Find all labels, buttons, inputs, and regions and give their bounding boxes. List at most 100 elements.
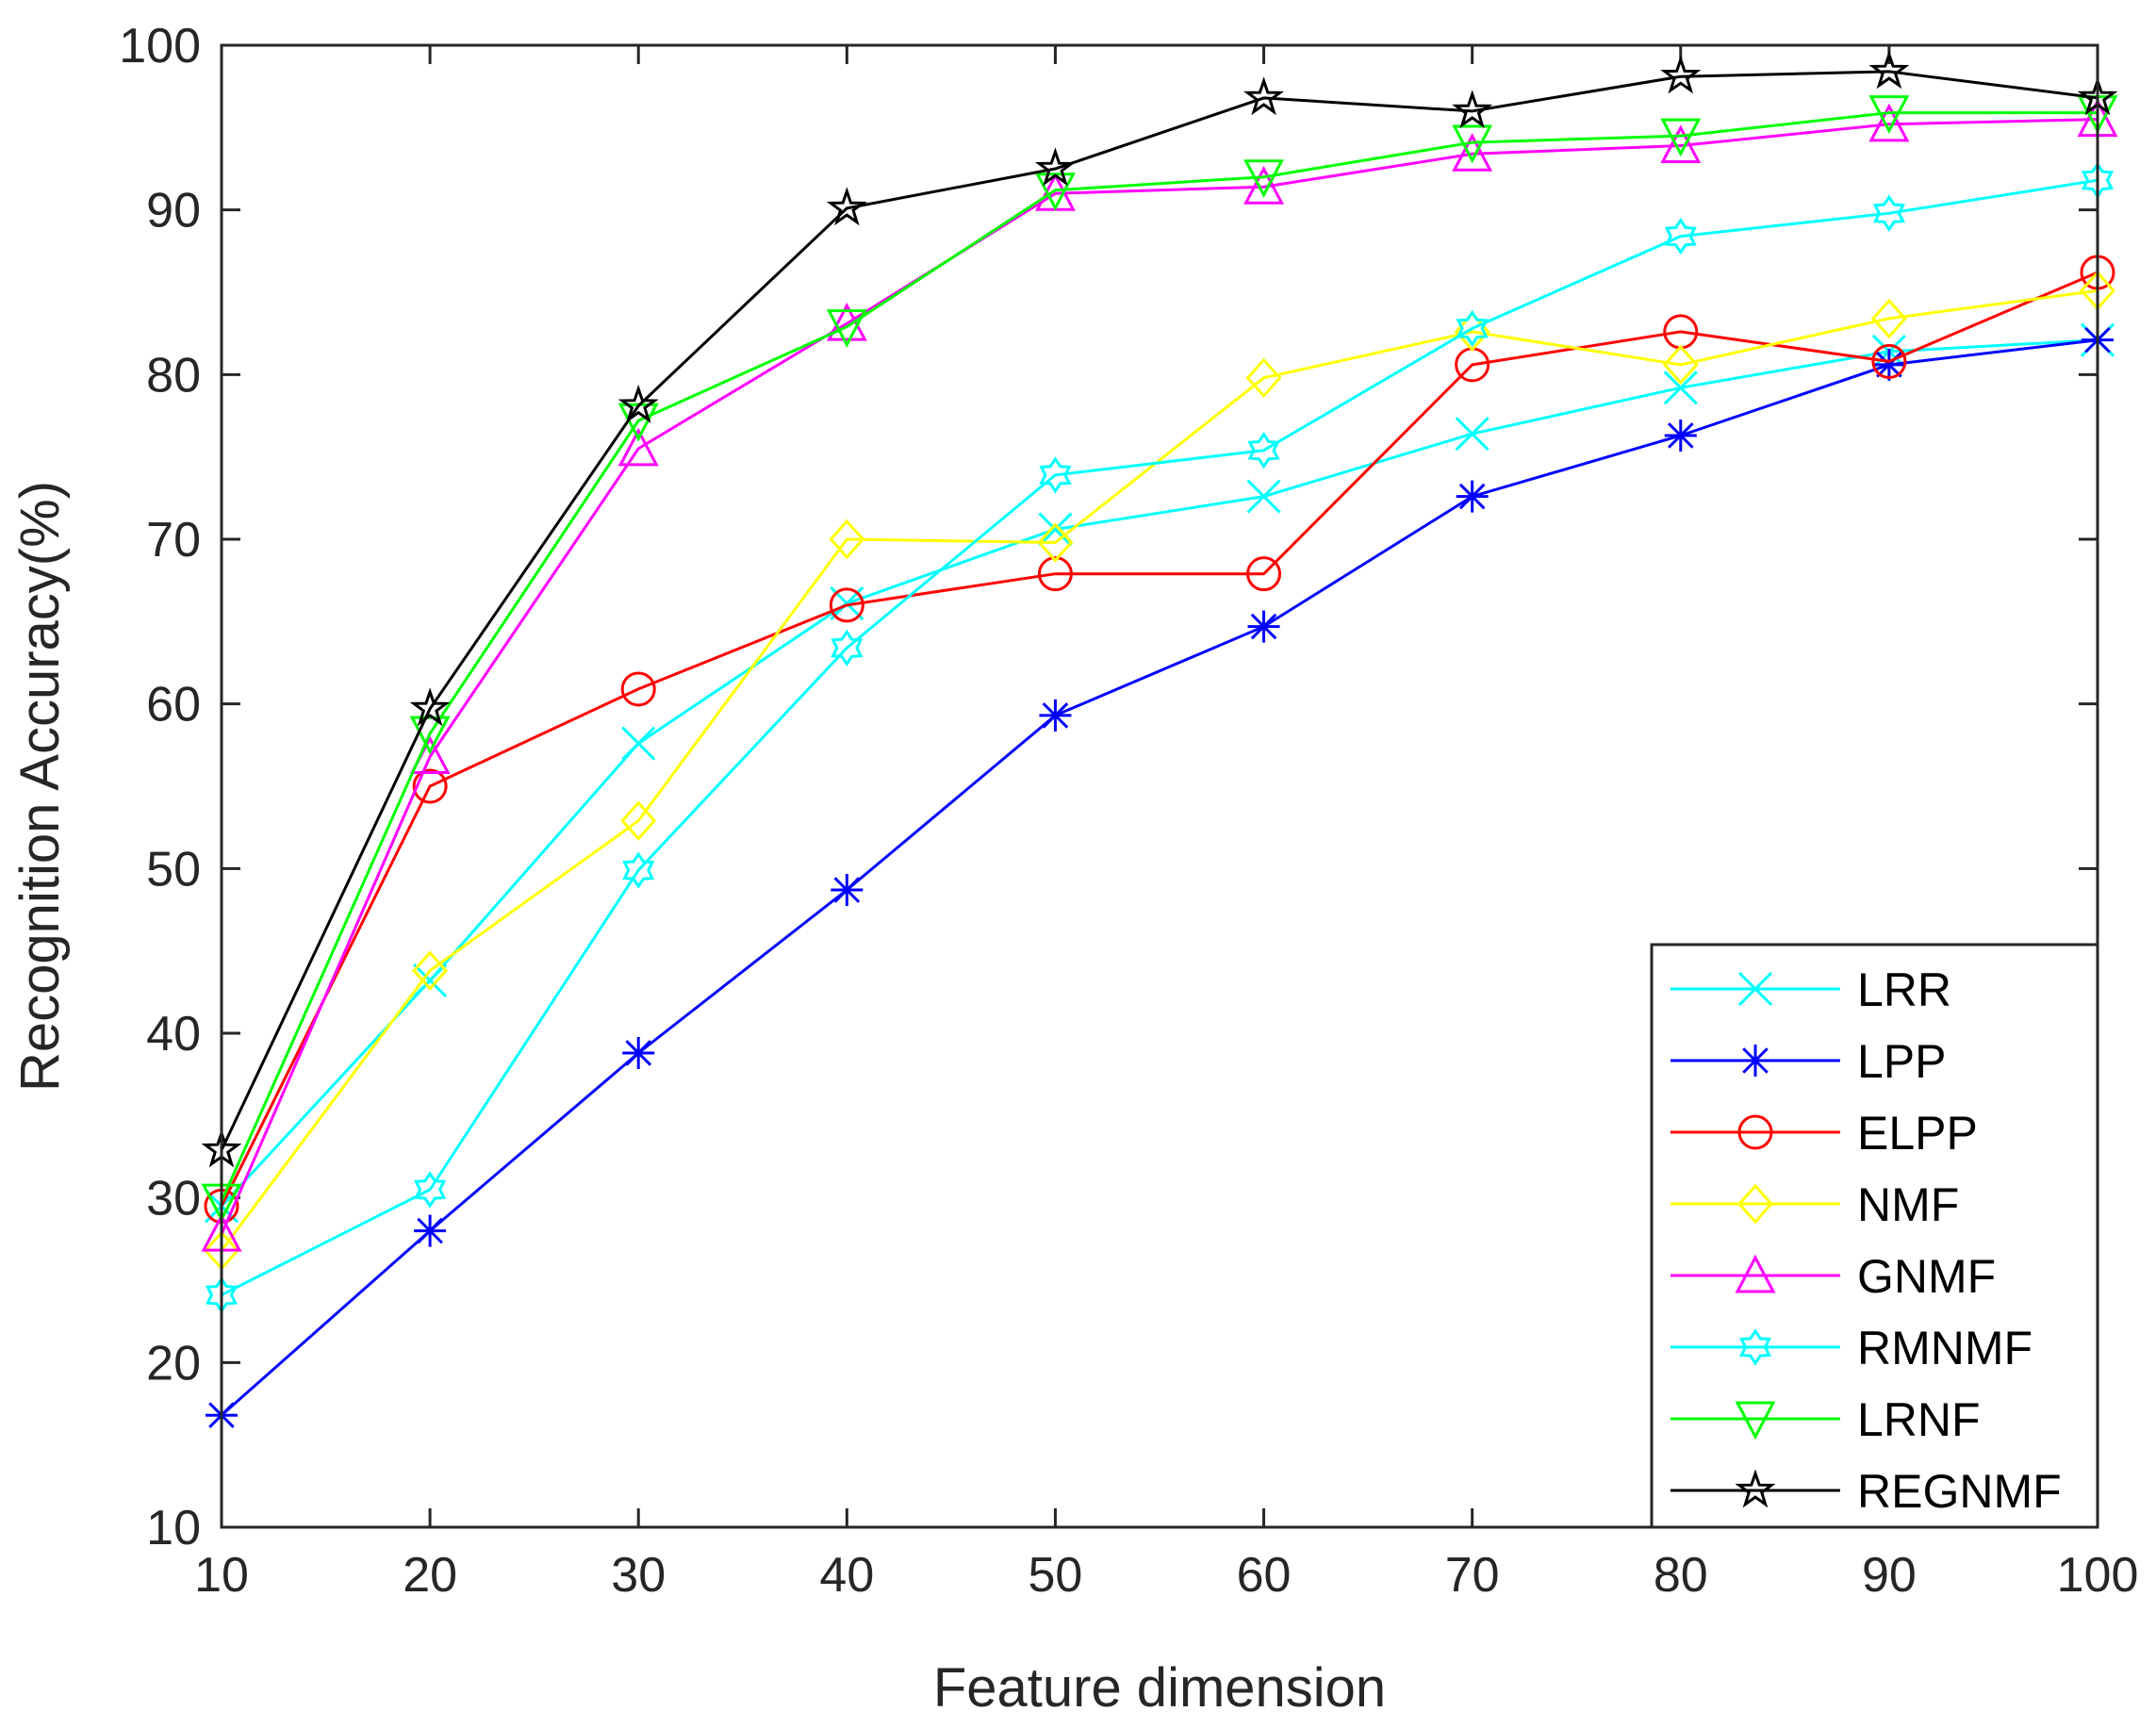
tick-labels: 10 20 30 40 50 60 70 80 90 100 10 20 30 40 50 60 70 80 90 1… [119,19,2138,1603]
data-point-gnmf [1660,124,1702,164]
data-point-elpp [1037,556,1073,592]
data-point-gnmf [1452,133,1493,172]
legend-label-lpp: LPP [1857,1035,1947,1088]
legend-marker-lrr [1737,971,1773,1007]
y-tick-label: 100 [119,19,201,74]
legend-item-lrnf: LRNF [1670,1393,1981,1446]
data-point-regnmf [1034,147,1077,187]
legend-item-regnmf: REGNMF [1670,1465,2062,1518]
data-point-regnmf [1660,55,1702,94]
data-point-lpp [1456,480,1489,513]
series-line-lrnf [220,111,2098,1202]
legend-label-rmnmf: RMNMF [1857,1322,2033,1374]
legend-item-elpp: ELPP [1670,1107,1978,1160]
y-axis-label: Recognition Accuracy(%) [9,481,71,1092]
data-point-lpp [1664,419,1697,452]
data-point-rmnmf [414,1171,447,1209]
y-tick-label: 70 [146,513,201,568]
data-point-lrnf [1868,95,1910,134]
series-line-elpp [220,271,2098,1208]
data-point-rmnmf [1664,217,1697,255]
data-point-lrnf [409,716,451,755]
data-point-lrr [621,726,656,761]
data-point-lrnf [1243,159,1285,198]
data-point-gnmf [1868,103,1910,142]
legend-item-lrr: LRR [1670,963,1951,1016]
data-point-regnmf [409,687,451,727]
x-tick-label: 70 [1445,1548,1500,1603]
data-point-lpp [831,874,864,907]
series-lpp [206,323,2114,1432]
data-point-regnmf [826,187,867,226]
data-point-rmnmf [1039,456,1072,494]
series-regnmf [201,50,2118,1168]
legend-marker-rmnmf [1738,1328,1772,1366]
series-line-nmf [220,288,2098,1252]
data-point-nmf [1037,522,1074,563]
legend-item-gnmf: GNMF [1670,1250,1996,1303]
data-point-lpp [1039,699,1072,732]
data-point-lrr [1663,370,1698,405]
y-tick-label: 20 [146,1336,201,1391]
data-point-rmnmf [622,851,655,889]
series-line-regnmf [220,70,2098,1151]
legend-marker-elpp [1737,1114,1773,1150]
legend-label-nmf: NMF [1857,1178,1959,1231]
data-point-lpp [1247,610,1280,643]
data-point-lrnf [1660,118,1702,157]
data-point-lrr [1246,479,1281,514]
data-point-lrnf [1452,124,1493,164]
y-tick-label: 50 [146,842,201,897]
data-point-lrr [1038,512,1073,547]
legend-item-nmf: NMF [1670,1178,1959,1231]
legend-item-rmnmf: RMNMF [1670,1322,2033,1374]
legend-marker-gnmf [1735,1254,1776,1293]
y-tick-label: 10 [146,1501,201,1555]
data-point-nmf [1662,344,1699,386]
series-rmnmf [205,161,2115,1314]
series-line-lrr [220,338,2098,1208]
data-point-regnmf [1243,76,1285,116]
data-point-lrr [413,963,448,998]
data-point-lrr [1455,417,1489,452]
legend-label-lrr: LRR [1857,963,1951,1016]
series-line-rmnmf [221,178,2098,1297]
data-point-nmf [412,950,449,991]
y-tick-label: 60 [146,678,201,732]
legend-marker-lrnf [1735,1401,1776,1440]
data-point-elpp [1246,556,1282,592]
data-point-rmnmf [1247,431,1280,469]
y-tick-label: 90 [146,184,201,239]
data-point-nmf [620,800,657,841]
data-point-lpp [622,1036,655,1069]
data-point-elpp [1871,343,1907,379]
y-tick-label: 40 [146,1007,201,1061]
x-tick-label: 100 [2057,1548,2139,1603]
series-lrr [204,322,2115,1224]
data-point-elpp [829,587,864,623]
data-point-nmf [1245,357,1282,399]
data-point-rmnmf [831,629,864,667]
data-point-regnmf [1868,50,1910,90]
legend-label-gnmf: GNMF [1857,1250,1996,1303]
legend-label-elpp: ELPP [1857,1107,1978,1160]
data-point-regnmf [617,384,659,423]
legend-label-lrnf: LRNF [1857,1393,1981,1446]
data-point-nmf [1870,298,1907,339]
y-tick-label: 30 [146,1172,201,1226]
data-point-regnmf [1452,90,1493,129]
data-point-lrnf [826,309,867,348]
legend: LRR LPP ELPP NMF GNMF RMNMF LRNF REGNMF [1650,943,2099,1529]
series-lines [201,50,2118,1432]
x-axis-label: Feature dimension [933,1657,1386,1719]
data-point-elpp [620,671,656,707]
plot-frame [220,43,2099,1529]
data-point-nmf [829,518,865,560]
x-tick-label: 20 [403,1548,457,1603]
data-point-gnmf [1243,165,1285,205]
x-tick-label: 30 [611,1548,666,1603]
x-tick-label: 60 [1237,1548,1292,1603]
legend-label-regnmf: REGNMF [1857,1465,2062,1518]
y-tick-label: 80 [146,348,201,403]
